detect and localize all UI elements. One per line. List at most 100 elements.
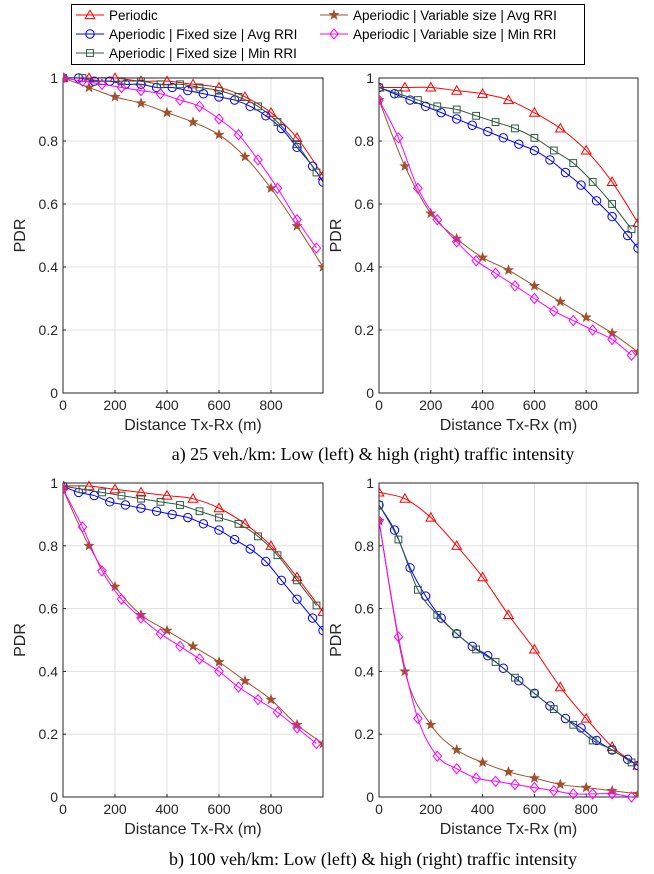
plot-area xyxy=(63,78,323,393)
data-point-var_avg xyxy=(135,609,147,620)
data-point-fixed_avg xyxy=(560,713,571,724)
data-point-fixed_min xyxy=(627,225,636,234)
series-fixed_min xyxy=(63,482,321,610)
data-point-var_min xyxy=(607,333,617,346)
data-point-fixed_min xyxy=(394,89,403,98)
data-point-var_min xyxy=(568,788,579,800)
series-line-fixed_avg xyxy=(379,86,638,249)
plot-area xyxy=(379,483,638,797)
data-point-var_avg xyxy=(135,97,147,108)
data-point-periodic xyxy=(476,571,489,582)
data-point-fixed_min xyxy=(234,93,243,101)
axes-frame xyxy=(62,482,324,798)
data-point-fixed_min xyxy=(215,86,223,95)
x-tick-label: 400 xyxy=(155,801,179,817)
data-point-fixed_min xyxy=(608,746,617,754)
y-tick-label: 0 xyxy=(366,789,374,805)
data-point-var_avg xyxy=(83,539,95,551)
y-tick-label: 0.4 xyxy=(355,259,375,275)
x-tick-label: 400 xyxy=(471,397,495,413)
data-point-var_min xyxy=(77,75,88,87)
data-point-fixed_avg xyxy=(63,481,68,491)
data-point-var_avg xyxy=(554,778,566,790)
legend-label: Aperiodic | Fixed size | Avg RRI xyxy=(109,27,297,42)
data-point-fixed_min xyxy=(117,77,126,86)
series-layer xyxy=(63,72,323,272)
data-point-fixed_avg xyxy=(420,101,431,112)
y-tick-label: 0.6 xyxy=(355,196,375,212)
data-point-var_min xyxy=(471,772,481,784)
series-var_min xyxy=(379,514,637,803)
x-tick-label: 400 xyxy=(155,397,179,413)
y-tick-label: 0.8 xyxy=(39,133,59,149)
data-point-var_avg xyxy=(580,311,592,323)
y-tick-label: 0.2 xyxy=(39,726,59,742)
data-point-fixed_min xyxy=(195,507,204,516)
series-line-fixed_min xyxy=(63,485,317,606)
series-line-fixed_avg xyxy=(63,485,323,631)
data-point-fixed_avg xyxy=(151,506,162,516)
data-point-var_min xyxy=(548,784,559,797)
chart-panel-2: 0 200 400 600 800 0 0.2 0.4 0.6 0.8 1 Distance Tx-R… xyxy=(328,70,639,434)
data-point-periodic xyxy=(239,91,251,101)
x-tick-label: 600 xyxy=(207,397,231,413)
y-tick-label: 0.8 xyxy=(39,538,59,554)
series-var_min xyxy=(63,72,322,254)
data-point-fixed_min xyxy=(156,497,165,506)
y-tick-label: 0 xyxy=(50,385,58,401)
data-point-var_min xyxy=(626,791,637,803)
data-point-fixed_min xyxy=(117,491,126,500)
data-point-fixed_min xyxy=(452,105,461,114)
data-point-periodic xyxy=(554,681,566,692)
data-point-var_avg xyxy=(239,674,251,686)
data-point-var_min xyxy=(253,154,263,166)
data-point-fixed_min xyxy=(176,501,184,509)
data-point-var_avg xyxy=(554,295,566,307)
data-point-fixed_avg xyxy=(261,556,271,567)
data-point-fixed_avg xyxy=(183,512,193,523)
data-point-fixed_min xyxy=(472,111,481,120)
caption-bottom: b) 100 veh/km: Low (left) & high (right)… xyxy=(169,849,577,870)
data-point-var_min xyxy=(587,788,598,800)
x-axis-label: Distance Tx-Rx (m) xyxy=(124,821,262,838)
x-tick-label: 600 xyxy=(523,801,547,817)
legend: Periodic Aperiodic | Fixed size | Avg RRI… xyxy=(71,4,585,65)
data-point-fixed_min xyxy=(293,140,301,149)
data-point-var_min xyxy=(568,314,579,327)
legend-label: Periodic xyxy=(109,8,158,23)
x-axis-label: Distance Tx-Rx (m) xyxy=(124,417,262,434)
data-point-periodic xyxy=(632,759,638,770)
data-point-var_min xyxy=(272,182,283,195)
series-fixed_avg xyxy=(63,481,323,636)
data-point-fixed_avg xyxy=(379,500,384,510)
data-point-fixed_min xyxy=(491,658,500,666)
data-point-periodic xyxy=(379,81,385,92)
x-tick-label: 800 xyxy=(259,801,283,817)
data-point-var_avg xyxy=(317,261,323,272)
data-point-fixed_min xyxy=(394,535,403,544)
data-point-fixed_min xyxy=(379,83,383,92)
data-point-var_min xyxy=(607,788,617,800)
y-tick-label: 0.2 xyxy=(355,322,375,338)
data-point-fixed_avg xyxy=(379,82,384,93)
data-point-fixed_min xyxy=(608,200,617,208)
legend-entry-fixed_avg: Aperiodic | Fixed size | Avg RRI xyxy=(76,27,297,42)
series-line-periodic xyxy=(379,491,638,767)
data-point-var_avg xyxy=(528,280,540,291)
x-axis-label: Distance Tx-Rx (m) xyxy=(440,417,578,434)
y-tick-label: 0.6 xyxy=(39,196,59,212)
series-var_avg xyxy=(379,94,638,357)
data-point-fixed_min xyxy=(273,118,282,126)
x-tick-label: 0 xyxy=(375,397,383,413)
data-point-var_min xyxy=(548,305,559,317)
data-point-var_min xyxy=(97,78,107,91)
axes-frame xyxy=(62,77,324,394)
data-point-var_avg xyxy=(580,781,592,793)
data-point-var_min xyxy=(233,681,244,693)
data-point-fixed_min xyxy=(491,118,500,126)
data-point-var_min xyxy=(311,242,322,254)
data-point-var_avg xyxy=(239,150,251,162)
data-point-var_min xyxy=(587,324,598,336)
data-point-fixed_min xyxy=(379,501,383,509)
y-tick-label: 0.8 xyxy=(355,133,375,149)
